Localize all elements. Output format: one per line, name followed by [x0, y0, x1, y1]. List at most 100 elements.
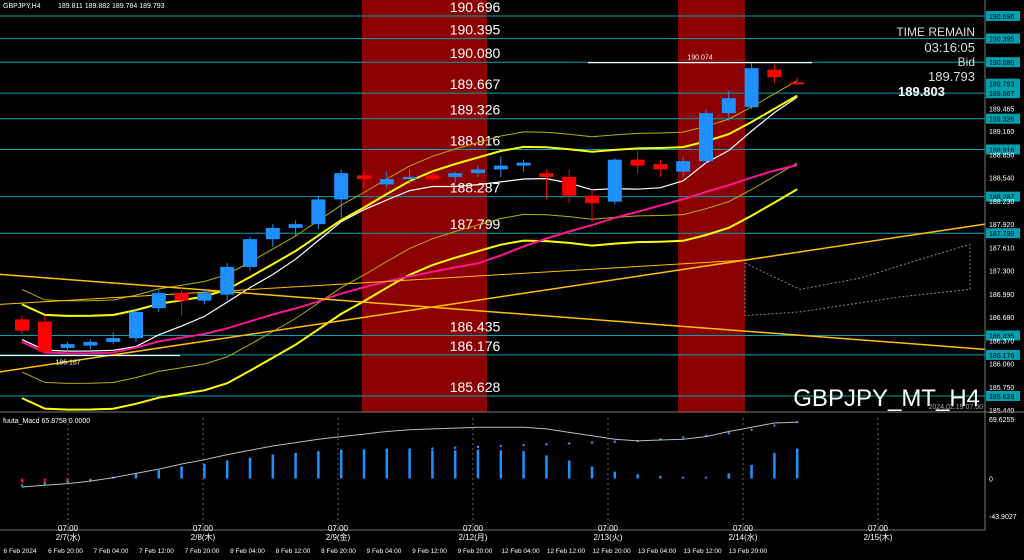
candle-body [539, 173, 554, 177]
tick-highlight [986, 11, 1020, 21]
ohlc-label: 189.811 189.882 189.784 189.793 [58, 3, 165, 10]
level-label: 185.628 [450, 379, 501, 395]
time-tick: 6 Feb 20:00 [48, 548, 83, 555]
macd-signal-dot [226, 460, 229, 463]
macd-signal-dot [431, 447, 434, 450]
watermark: GBPJPY_MT_H4 [793, 385, 980, 412]
ma-lower-band [21, 188, 798, 411]
high-label: 190.074 [687, 55, 712, 62]
level-label: 188.916 [450, 132, 501, 148]
price-tick: 188.230 [989, 199, 1014, 206]
candle-body [744, 68, 759, 108]
time-tick: 8 Feb 20:00 [321, 548, 356, 555]
macd-signal-dot [727, 432, 730, 435]
day-date-label: 2/7(水) [56, 532, 81, 542]
candle-body [174, 293, 189, 301]
candle-body [357, 175, 371, 180]
macd-signal-dot [157, 470, 160, 473]
trendline-mid [0, 259, 746, 305]
macd-panel: 69.6255 0 -43.9027 [0, 411, 1024, 521]
candle-body [516, 162, 531, 166]
candle-body [311, 199, 326, 225]
tick-highlight [986, 349, 1020, 360]
macd-signal-dot [180, 467, 183, 470]
price-tick: 189.465 [989, 106, 1014, 113]
price-tick: 186.370 [989, 338, 1014, 345]
price-tick: 187.610 [989, 245, 1014, 252]
time-tick: 8 Feb 04:00 [230, 548, 265, 555]
day-date-label: 2/8(木) [191, 532, 216, 542]
macd-signal-dot [271, 455, 274, 458]
macd-signal-dot [568, 442, 571, 445]
tick-highlight [986, 113, 1020, 124]
time-tick: 8 Feb 12:00 [276, 548, 311, 555]
price-tick: 185.750 [989, 385, 1014, 392]
time-tick: 13 Feb 04:00 [638, 548, 677, 555]
macd-signal-dot [408, 448, 411, 451]
macd-signal-dot [590, 441, 594, 444]
session-band [678, 0, 745, 412]
candle-body [151, 293, 166, 309]
candle-body [721, 98, 736, 114]
macd-signal-dot [613, 440, 616, 443]
level-label: 190.080 [450, 45, 501, 61]
level-label: 190.696 [450, 0, 501, 15]
macd-line [21, 421, 798, 488]
candle-body [15, 319, 29, 331]
macd-scale-zero: 0 [989, 476, 993, 483]
candle-body [129, 311, 143, 339]
day-time-label: 07:00 [58, 524, 79, 533]
price-levels: 190.696 190.395 190.080 189.667 189.326 188.9… [0, 0, 985, 397]
macd-signal-dot [682, 436, 685, 439]
macd-signal-dot [66, 480, 69, 484]
tick-highlight [986, 78, 1020, 89]
level-label: 187.799 [450, 216, 501, 232]
tick-highlight [986, 33, 1020, 44]
bid-label: Bid [958, 55, 975, 69]
candle-body [60, 344, 75, 348]
day-date-label: 2/15(木) [864, 532, 893, 542]
day-date-label: 2/12(月) [459, 533, 488, 542]
macd-signal-dot [750, 428, 753, 431]
annotations: 190.074 186.167 [0, 55, 812, 367]
candle-body [699, 113, 713, 162]
time-tick: 7 Feb 04:00 [94, 548, 129, 555]
macd-scale-bottom: -43.9027 [989, 514, 1017, 521]
price-tick: 190.395 [989, 37, 1014, 44]
level-label: 189.326 [450, 102, 501, 118]
price-tick: 186.990 [989, 292, 1014, 299]
candle-body [790, 82, 805, 85]
price-tick: 187.799 [989, 231, 1014, 238]
price-tick: 187.300 [989, 269, 1014, 276]
time-tick: 9 Feb 04:00 [367, 548, 402, 555]
tick-highlight [986, 57, 1020, 68]
macd-label: fuuta_Macd 65.8758 0.0000 [3, 418, 90, 425]
low-label: 186.167 [55, 360, 80, 367]
candle-body [334, 173, 349, 200]
candle-body [220, 266, 235, 295]
bid-price-big: 189.803 [898, 84, 945, 99]
macd-signal-dot [20, 484, 24, 487]
day-time-label: 07:00 [598, 524, 619, 533]
time-remain-label: TIME REMAIN [896, 25, 975, 39]
price-tick: 190.696 [989, 14, 1014, 21]
candle-body [402, 176, 417, 180]
candle-body [767, 69, 782, 78]
day-date-label: 2/13(火) [594, 533, 623, 542]
candle-body [288, 224, 303, 228]
day-date-label: 2/9(金) [326, 532, 351, 542]
level-label: 189.667 [450, 76, 501, 92]
candle-body [585, 195, 599, 204]
price-tick: 189.326 [989, 117, 1014, 124]
tick-highlight [986, 391, 1020, 401]
time-tick: 7 Feb 12:00 [139, 548, 174, 555]
time-remain-value: 03:16:05 [924, 40, 975, 55]
time-tick: 12 Feb 20:00 [592, 548, 631, 555]
time-tick: 9 Feb 20:00 [458, 548, 493, 555]
price-tick: 190.080 [989, 60, 1014, 67]
macd-signal-dot [522, 443, 525, 447]
day-time-label: 07:00 [868, 524, 889, 533]
macd-signal-dot [294, 453, 297, 456]
price-tick: 188.287 [989, 195, 1014, 202]
